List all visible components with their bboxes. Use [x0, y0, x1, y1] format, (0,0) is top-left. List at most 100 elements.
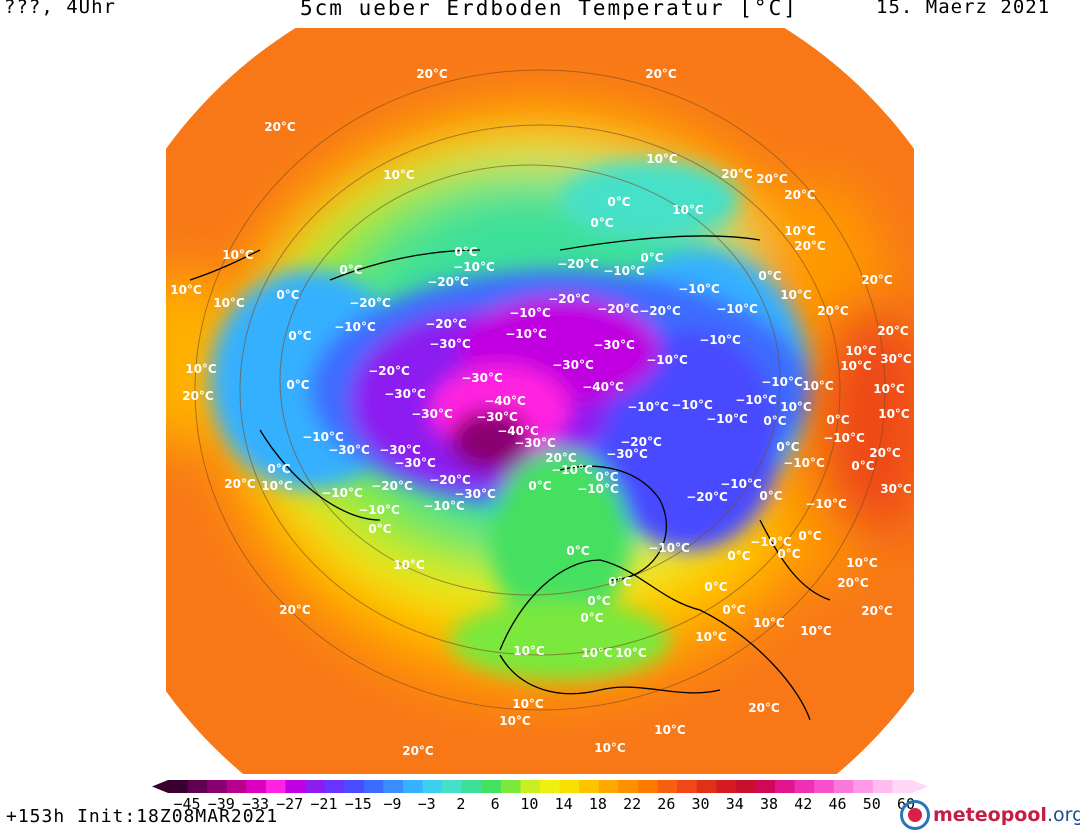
temperature-label: 10°C — [499, 714, 531, 728]
temperature-label: 10°C — [383, 168, 415, 182]
colorbar-swatch — [657, 780, 678, 793]
temperature-label: −10°C — [706, 412, 748, 426]
temperature-label: 20°C — [861, 604, 893, 618]
temperature-label: 0°C — [776, 440, 799, 454]
temperature-label: 20°C — [279, 603, 311, 617]
colorbar-swatch — [794, 780, 815, 793]
temperature-label: −30°C — [454, 487, 496, 501]
model-run-label: ???, 4Uhr — [4, 0, 116, 18]
map-title: 5cm ueber Erdboden Temperatur [°C] — [300, 0, 798, 20]
temperature-label: −20°C — [557, 257, 599, 271]
temperature-label: 10°C — [213, 296, 245, 310]
colorbar-tick-label: 46 — [828, 795, 846, 813]
temperature-label: 20°C — [784, 188, 816, 202]
colorbar-swatch — [383, 780, 404, 793]
temperature-label: 10°C — [646, 152, 678, 166]
temperature-label: −10°C — [735, 393, 777, 407]
colorbar-tick-label: −39 — [208, 795, 235, 813]
colorbar-swatch — [618, 780, 639, 793]
colorbar-tick-label: −9 — [383, 795, 401, 813]
temperature-label: −10°C — [509, 306, 551, 320]
temperature-label: 0°C — [727, 549, 750, 563]
temperature-label: 0°C — [566, 544, 589, 558]
temperature-label: −10°C — [720, 477, 762, 491]
colorbar-tick-label: 42 — [794, 795, 812, 813]
temperature-label: 10°C — [802, 379, 834, 393]
temperature-label: −30°C — [379, 443, 421, 457]
temperature-label: −30°C — [461, 371, 503, 385]
colorbar-tick-label: −21 — [310, 795, 337, 813]
temperature-label: −10°C — [321, 486, 363, 500]
temperature-label: −20°C — [620, 435, 662, 449]
colorbar-swatch — [520, 780, 541, 793]
temperature-label: 10°C — [845, 344, 877, 358]
temperature-label: 0°C — [608, 575, 631, 589]
colorbar-tick-label: −15 — [345, 795, 372, 813]
colorbar-swatch — [305, 780, 326, 793]
temperature-label: 20°C — [182, 389, 214, 403]
temperature-label: 10°C — [878, 407, 910, 421]
temperature-label: −10°C — [648, 541, 690, 555]
temperature-label: 20°C — [794, 239, 826, 253]
temperature-label: −10°C — [646, 353, 688, 367]
temperature-label: 0°C — [339, 263, 362, 277]
temperature-label: 20°C — [748, 701, 780, 715]
colorbar-swatch — [363, 780, 384, 793]
colorbar-swatch — [637, 780, 659, 793]
logo-tld: .org — [1046, 804, 1080, 826]
temperature-label: 10°C — [784, 224, 816, 238]
temperature-label: −10°C — [334, 320, 376, 334]
temperature-label: 20°C — [877, 324, 909, 338]
temperature-label: 20°C — [545, 451, 577, 465]
temperature-label: 10°C — [185, 362, 217, 376]
colorbar-tick-label: 38 — [760, 795, 778, 813]
temperature-label: 20°C — [721, 167, 753, 181]
colorbar-max-arrow — [912, 780, 928, 793]
temperature-label: 0°C — [590, 216, 613, 230]
temperature-label: 10°C — [654, 723, 686, 737]
colorbar-min-arrow — [152, 780, 168, 793]
temperature-label: 0°C — [276, 288, 299, 302]
temperature-label: 10°C — [800, 624, 832, 638]
temperature-label: −30°C — [411, 407, 453, 421]
temperature-label: −30°C — [394, 456, 436, 470]
temperature-label: 20°C — [224, 477, 256, 491]
colorbar-swatch — [716, 780, 737, 793]
temperature-label: 10°C — [846, 556, 878, 570]
temperature-label: −10°C — [783, 456, 825, 470]
temperature-label: −10°C — [551, 463, 593, 477]
temperature-label: −10°C — [761, 375, 803, 389]
temperature-label: −10°C — [627, 400, 669, 414]
temperature-label: 10°C — [615, 646, 647, 660]
colorbar-swatch — [285, 780, 306, 793]
temperature-label: −10°C — [453, 260, 495, 274]
colorbar-swatch — [540, 780, 561, 793]
temperature-label: 0°C — [368, 522, 391, 536]
colorbar-swatch — [559, 780, 580, 793]
colorbar-tick-label: −27 — [276, 795, 303, 813]
colorbar-tick-label: 18 — [589, 795, 607, 813]
colorbar-swatch — [402, 780, 424, 793]
colorbar-tick-label: 6 — [491, 795, 500, 813]
temperature-label: 10°C — [780, 288, 812, 302]
temperature-label: 20°C — [869, 446, 901, 460]
temperature-label: −20°C — [349, 296, 391, 310]
temperature-label: −10°C — [505, 327, 547, 341]
colorbar-swatch — [872, 780, 894, 793]
temperature-label: 30°C — [880, 352, 912, 366]
colorbar-tick-label: 50 — [863, 795, 881, 813]
temperature-label: 0°C — [288, 329, 311, 343]
temperature-label: −20°C — [548, 292, 590, 306]
temperature-label: 20°C — [861, 273, 893, 287]
temperature-label: −40°C — [497, 424, 539, 438]
temperature-label: −20°C — [686, 490, 728, 504]
temperature-label: 0°C — [267, 462, 290, 476]
cold-core — [210, 160, 810, 680]
colorbar-tick-label: 22 — [623, 795, 641, 813]
temperature-label: −30°C — [476, 410, 518, 424]
colorbar-tick-label: 34 — [726, 795, 744, 813]
colorbar-swatch — [579, 780, 600, 793]
colorbar-swatch — [168, 780, 189, 793]
colorbar-tick-label: 10 — [520, 795, 538, 813]
temperature-label: −20°C — [639, 304, 681, 318]
